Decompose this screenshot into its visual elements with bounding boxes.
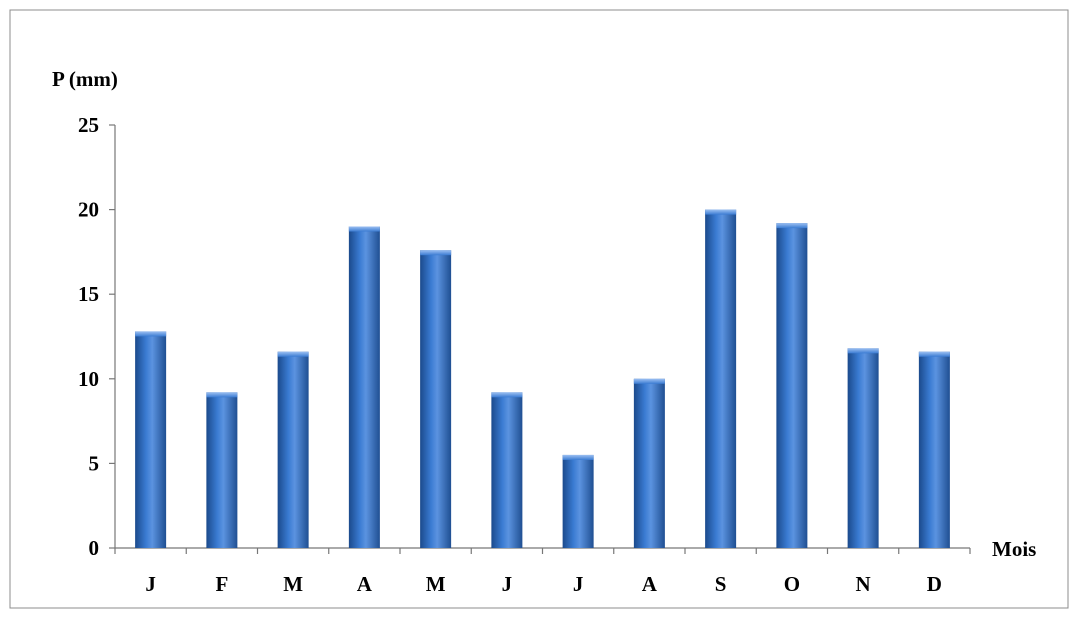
y-tick-label: 15 bbox=[78, 282, 99, 306]
bar-body bbox=[277, 351, 309, 548]
bar-body bbox=[776, 223, 808, 549]
bar-body bbox=[135, 331, 167, 548]
bar bbox=[633, 378, 665, 548]
bar bbox=[776, 223, 808, 549]
bar-body bbox=[633, 378, 665, 548]
bar bbox=[206, 392, 238, 548]
bar bbox=[420, 250, 452, 548]
bar bbox=[491, 392, 523, 548]
x-tick-label: S bbox=[715, 572, 727, 596]
y-tick-label: 25 bbox=[78, 113, 99, 137]
x-tick-label: J bbox=[573, 572, 584, 596]
y-ticks: 0 5 10 15 20 25 bbox=[78, 113, 971, 560]
y-tick-label: 0 bbox=[89, 536, 100, 560]
bars bbox=[135, 209, 950, 549]
bar-cap bbox=[348, 226, 380, 232]
y-tick-label: 10 bbox=[78, 367, 99, 391]
bar-cap bbox=[491, 392, 523, 398]
bar-body bbox=[562, 454, 594, 548]
x-tick-label: M bbox=[283, 572, 303, 596]
bar-body bbox=[491, 392, 523, 548]
bar-cap bbox=[705, 209, 737, 215]
bar-cap bbox=[918, 351, 950, 357]
x-tick-label: F bbox=[215, 572, 228, 596]
bar-body bbox=[420, 250, 452, 548]
x-tick-label: A bbox=[357, 572, 373, 596]
bar-body bbox=[847, 348, 879, 548]
y-tick-label: 20 bbox=[78, 198, 99, 222]
y-tick-label: 5 bbox=[89, 451, 100, 475]
bar-cap bbox=[847, 348, 879, 354]
bar-body bbox=[348, 226, 380, 548]
y-axis-label: P (mm) bbox=[52, 67, 118, 91]
bar bbox=[135, 331, 167, 548]
bar-cap bbox=[135, 331, 167, 337]
chart-border bbox=[9, 9, 1069, 609]
bar-cap bbox=[420, 250, 452, 256]
bar-cap bbox=[562, 454, 594, 460]
x-tick-label: J bbox=[502, 572, 513, 596]
bar bbox=[918, 351, 950, 548]
bar bbox=[348, 226, 380, 548]
bar-cap bbox=[776, 223, 808, 229]
bar-cap bbox=[633, 378, 665, 384]
x-tick-label: O bbox=[784, 572, 800, 596]
x-tick-label: A bbox=[642, 572, 658, 596]
x-tick-label: J bbox=[145, 572, 156, 596]
bar bbox=[277, 351, 309, 548]
axes bbox=[114, 125, 970, 549]
bar-body bbox=[705, 209, 737, 548]
bar bbox=[562, 454, 594, 548]
x-tick-label: N bbox=[856, 572, 871, 596]
bar bbox=[705, 209, 737, 548]
bar-body bbox=[918, 351, 950, 548]
bar-cap bbox=[277, 351, 309, 357]
x-tick-label: D bbox=[927, 572, 942, 596]
bar bbox=[847, 348, 879, 548]
x-tick-label: M bbox=[426, 572, 446, 596]
x-axis-label: Mois bbox=[992, 537, 1036, 561]
bar-cap bbox=[206, 392, 238, 398]
bar-body bbox=[206, 392, 238, 548]
